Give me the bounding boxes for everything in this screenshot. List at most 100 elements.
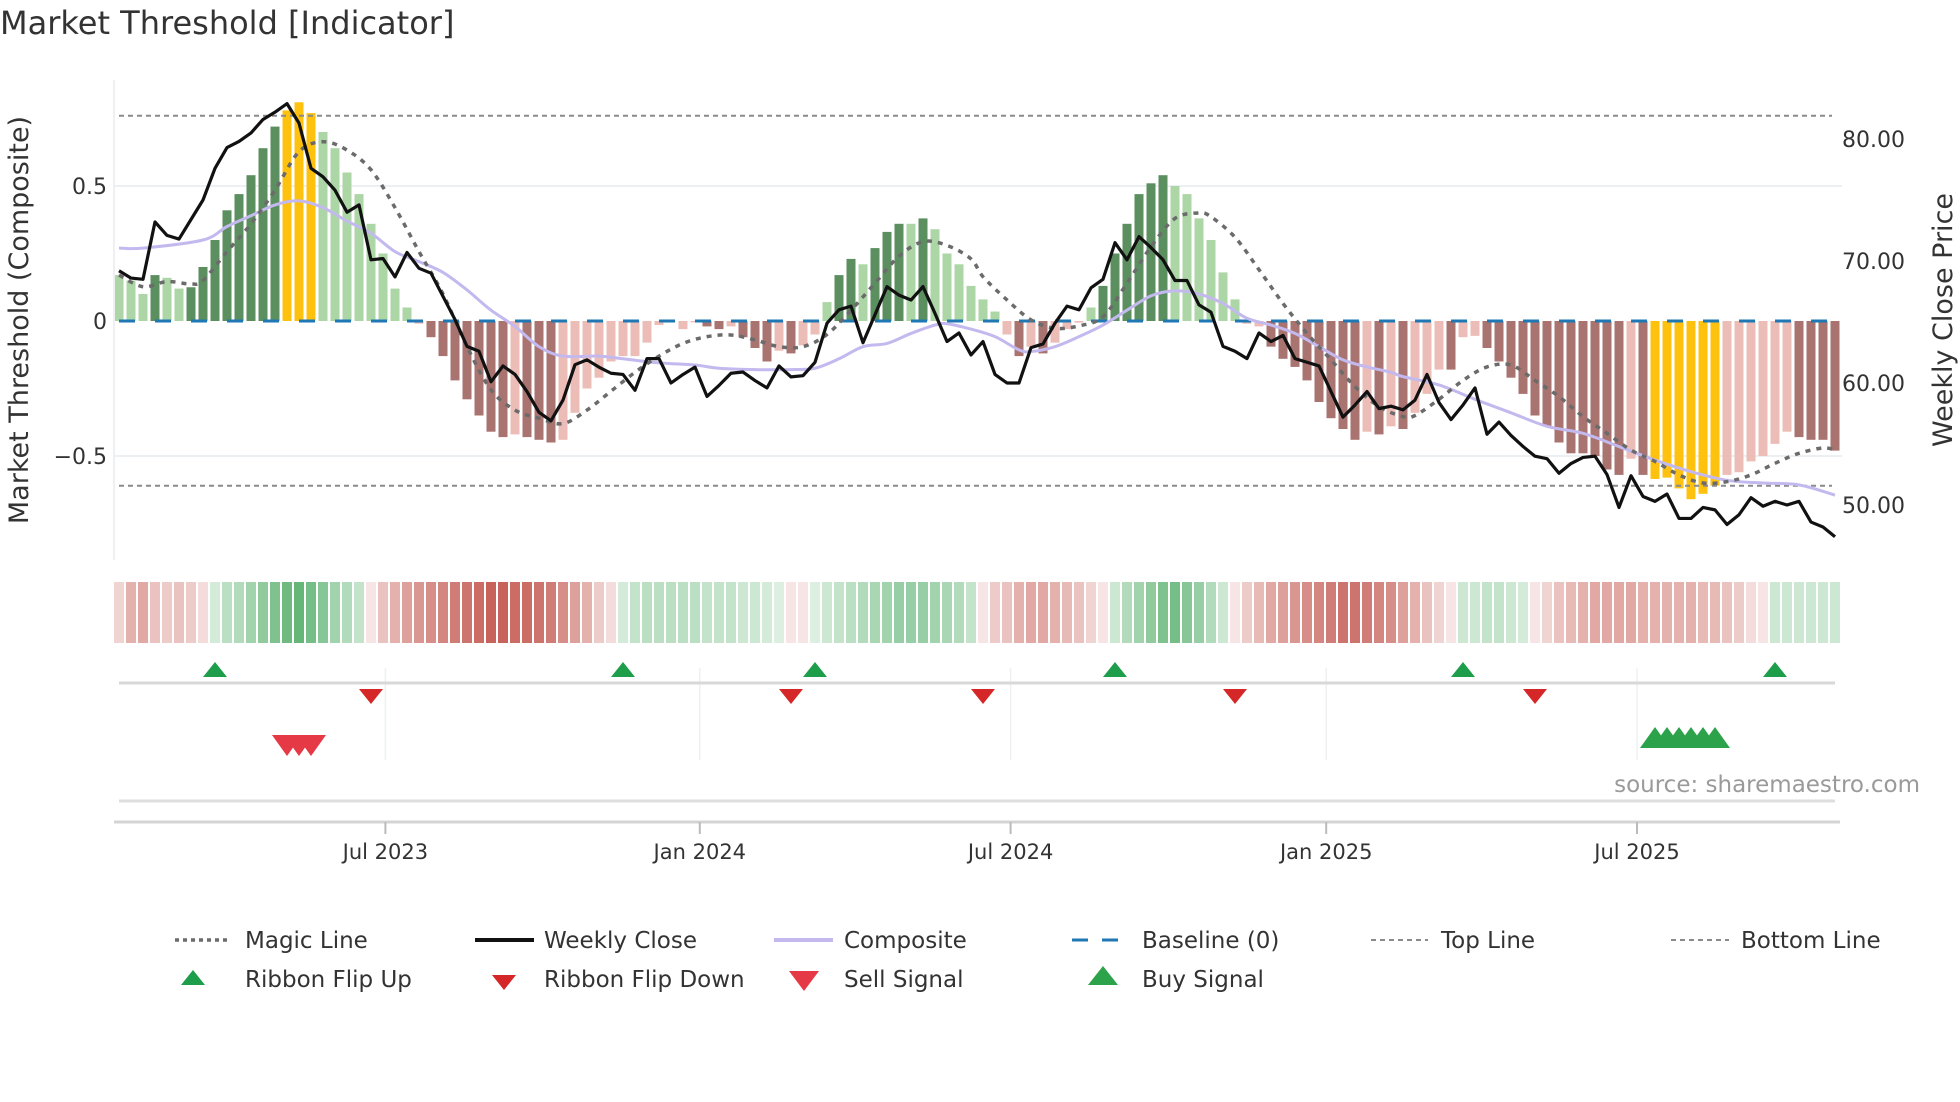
histogram-bar [498, 321, 508, 438]
histogram-bar [210, 240, 220, 321]
ribbon-flip-up-marker [803, 662, 827, 677]
histogram-bar [1194, 218, 1204, 321]
ribbon-cell [1218, 582, 1228, 643]
ribbon-cell [558, 582, 568, 643]
histogram-bar [786, 321, 796, 354]
histogram-bar [858, 264, 868, 321]
histogram-bar [1338, 321, 1348, 429]
ribbon-cell [582, 582, 592, 643]
ribbon-cell [1086, 582, 1096, 643]
histogram-bar [1494, 321, 1504, 362]
histogram-bar [1002, 321, 1012, 335]
ribbon-flip-up-marker [203, 662, 227, 677]
legend-label: Composite [844, 928, 967, 954]
ribbon-cell [318, 582, 328, 643]
histogram-bar [1014, 321, 1024, 357]
signal-markers [203, 662, 1787, 756]
ribbon-flip-down-marker [971, 689, 995, 704]
histogram-bar [1638, 321, 1648, 475]
ribbon-cell [690, 582, 700, 643]
legend-sell-signal-icon [789, 971, 819, 991]
histogram-bar [1530, 321, 1540, 416]
ribbon-cell [1662, 582, 1672, 643]
ribbon-cell [1782, 582, 1792, 643]
histogram-bar [1470, 321, 1480, 336]
histogram-bar [222, 210, 232, 321]
ribbon-cell [1746, 582, 1756, 643]
ribbon-flip-up-marker [611, 662, 635, 677]
ribbon-flip-up-marker [1763, 662, 1787, 677]
composite-line [118, 199, 1836, 497]
ribbon-cell [1722, 582, 1732, 643]
ribbon-cell [474, 582, 484, 643]
ribbon-cell [594, 582, 604, 643]
histogram-bar [1038, 321, 1048, 354]
histogram-bar [522, 321, 532, 438]
ribbon-cell [654, 582, 664, 643]
histogram-bar [450, 321, 460, 381]
histogram-bar [282, 110, 292, 322]
ribbon-cell [1326, 582, 1336, 643]
y-tick-label: −0.5 [54, 445, 107, 470]
histogram-bar [1170, 186, 1180, 321]
ribbon-cell [798, 582, 808, 643]
ribbon-cell [1170, 582, 1180, 643]
ribbon-cell [894, 582, 904, 643]
buy-signal-marker [1700, 727, 1730, 748]
histogram-bar [1302, 321, 1312, 381]
ribbon-cell [882, 582, 892, 643]
histogram-bar [1722, 321, 1732, 475]
ribbon-cell [354, 582, 364, 643]
sell-signal-marker [296, 735, 326, 756]
legend [175, 938, 1729, 991]
ribbon-cell [1818, 582, 1828, 643]
histogram-bar [1350, 321, 1360, 440]
reference-lines [119, 114, 1840, 487]
ribbon-cell [1314, 582, 1324, 643]
histogram-bar [174, 288, 184, 321]
histogram-bar [1578, 321, 1588, 454]
ribbon-cell [1734, 582, 1744, 643]
ribbon-cell [246, 582, 256, 643]
histogram-bar [126, 280, 136, 321]
histogram-bar [1218, 272, 1228, 321]
histogram-bar [1794, 321, 1804, 438]
histogram-bar [318, 132, 328, 321]
ribbon-cell [1410, 582, 1420, 643]
ribbon-cell [1014, 582, 1024, 643]
ribbon-cell [726, 582, 736, 643]
ribbon-cell [306, 582, 316, 643]
histogram-bar [1050, 321, 1060, 343]
ribbon-cell [498, 582, 508, 643]
ribbon-cell [666, 582, 676, 643]
ribbon-flip-down-marker [779, 689, 803, 704]
y2-tick-label: 70.00 [1842, 250, 1905, 275]
ribbon-cell [114, 582, 124, 643]
source-credit: source: sharemaestro.com [1614, 772, 1920, 798]
histogram-bar [1134, 194, 1144, 321]
histogram-bar [1458, 321, 1468, 338]
histogram-bar [582, 321, 592, 389]
histogram-bar [1554, 321, 1564, 443]
ribbon-cell [426, 582, 436, 643]
ribbon-cell [1590, 582, 1600, 643]
ribbon-cell [846, 582, 856, 643]
ribbon-cell [750, 582, 760, 643]
histogram-bar [918, 218, 928, 321]
ribbon-cell [1674, 582, 1684, 643]
ribbon-cell [738, 582, 748, 643]
histogram-bar [1590, 321, 1600, 456]
x-tick-label: Jan 2025 [1278, 840, 1373, 864]
ribbon-cell [1470, 582, 1480, 643]
ribbon-cell [1374, 582, 1384, 643]
ribbon-cell [1506, 582, 1516, 643]
ribbon-cell [906, 582, 916, 643]
ribbon-cell [366, 582, 376, 643]
y-tick-label: 0.5 [72, 175, 107, 200]
ribbon-cell [258, 582, 268, 643]
ribbon-cell [1794, 582, 1804, 643]
ribbon-cell [126, 582, 136, 643]
histogram-bar [750, 321, 760, 348]
ribbon-cell [198, 582, 208, 643]
